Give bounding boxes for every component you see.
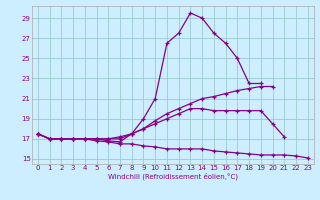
- X-axis label: Windchill (Refroidissement éolien,°C): Windchill (Refroidissement éolien,°C): [108, 173, 238, 180]
